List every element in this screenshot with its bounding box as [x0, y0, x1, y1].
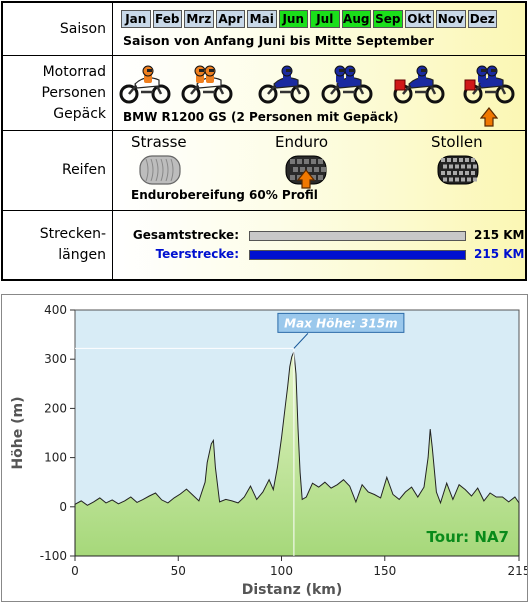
route-length-row: Strecken- längen Gesamtstrecke: 215 KM Tee… — [3, 211, 525, 279]
max-height-box — [277, 312, 405, 333]
tour-info-panel: Saison Jan Feb Mrz Apr Mai Jun Jul Aug Sep Okt Nov… — [1, 1, 527, 281]
route-length-label: Strecken- längen — [3, 211, 113, 279]
y-tick-label: 400 — [44, 303, 67, 317]
month-dez: Dez — [467, 10, 497, 28]
x-tick-label: 150 — [373, 564, 396, 578]
x-tick-label: 50 — [171, 564, 186, 578]
month-mrz: Mrz — [184, 10, 214, 28]
max-height-pointer — [293, 333, 309, 349]
knobby-tire-icon[interactable] — [435, 155, 481, 185]
paved-length-bar — [249, 250, 466, 260]
total-length-bar — [249, 231, 466, 241]
season-content: Jan Feb Mrz Apr Mai Jun Jul Aug Sep Okt Nov Dez Sai… — [113, 3, 525, 55]
tourer-1-person-icon[interactable] — [258, 64, 310, 104]
tire-option-label[interactable]: Enduro — [275, 133, 329, 151]
month-feb: Feb — [152, 10, 182, 28]
month-jun: Jun — [278, 10, 308, 28]
tire-content: Endurobereifung 60% Profil Strasse Enduro… — [113, 131, 525, 210]
route-length-content: Gesamtstrecke: 215 KM Teerstrecke: 215 KM — [113, 211, 525, 279]
total-length-label: Gesamtstrecke: — [132, 228, 239, 242]
month-sep: Sep — [373, 10, 403, 28]
enduro-1-person-icon[interactable] — [119, 64, 171, 104]
x-tick-label: 100 — [270, 564, 293, 578]
month-nov: Nov — [436, 10, 466, 28]
tour-label: Tour: NA7 — [427, 528, 509, 546]
tire-row: Reifen Endurobereifung 60% Profil Strass… — [3, 131, 525, 211]
y-tick-label: 100 — [44, 451, 67, 465]
tire-option-label[interactable]: Strasse — [131, 133, 187, 151]
month-jul: Jul — [310, 10, 340, 28]
season-description: Saison von Anfang Juni bis Mitte Septemb… — [123, 33, 434, 48]
elevation-chart-svg: Max Höhe: 315m -100 0 100 200 300 400 0 50 100 150… — [10, 303, 530, 598]
paved-length-value: 215 KM — [474, 247, 525, 261]
month-aug: Aug — [341, 10, 371, 28]
month-okt: Okt — [404, 10, 434, 28]
paved-length-label: Teerstrecke: — [155, 247, 239, 261]
y-tick-label: 200 — [44, 401, 67, 415]
tire-selected-arrow-icon — [297, 169, 315, 189]
enduro-2-persons-icon[interactable] — [181, 64, 233, 104]
motorcycle-row: Motorrad Personen Gepäck BMW R1200 GS (2… — [3, 56, 525, 131]
max-height-annotation: Max Höhe: 315m — [284, 316, 397, 330]
elevation-area — [74, 351, 520, 557]
tourer-2-persons-icon[interactable] — [321, 64, 373, 104]
y-axis-label: Höhe (m) — [10, 396, 26, 469]
motorcycle-selected-arrow-icon — [480, 107, 498, 127]
y-tick-label: 0 — [59, 500, 67, 514]
x-tick-label: 0 — [71, 564, 79, 578]
y-tick-label: -100 — [40, 549, 67, 563]
x-axis-label: Distanz (km) — [242, 582, 343, 598]
tire-option-label[interactable]: Stollen — [431, 133, 483, 151]
x-tick-label: 215 — [508, 564, 527, 578]
road-tire-icon[interactable] — [137, 155, 183, 185]
y-tick-label: 300 — [44, 352, 67, 366]
motorcycle-description: BMW R1200 GS (2 Personen mit Gepäck) — [123, 110, 399, 124]
motorcycle-label: Motorrad Personen Gepäck — [3, 56, 113, 130]
month-apr: Apr — [215, 10, 245, 28]
elevation-chart: Max Höhe: 315m -100 0 100 200 300 400 0 50 100 150… — [1, 294, 530, 602]
tire-description: Endurobereifung 60% Profil — [131, 188, 318, 202]
season-label: Saison — [3, 3, 113, 55]
season-row: Saison Jan Feb Mrz Apr Mai Jun Jul Aug Sep Okt Nov… — [3, 3, 525, 56]
motorcycle-content: BMW R1200 GS (2 Personen mit Gepäck) — [113, 56, 525, 130]
tire-label: Reifen — [3, 131, 113, 210]
month-jan: Jan — [121, 10, 151, 28]
month-calendar: Jan Feb Mrz Apr Mai Jun Jul Aug Sep Okt Nov Dez — [121, 10, 497, 28]
total-length-value: 215 KM — [474, 228, 525, 242]
month-mai: Mai — [247, 10, 277, 28]
tourer-1-person-luggage-icon[interactable] — [393, 64, 445, 104]
tourer-2-persons-luggage-icon[interactable] — [463, 64, 515, 104]
